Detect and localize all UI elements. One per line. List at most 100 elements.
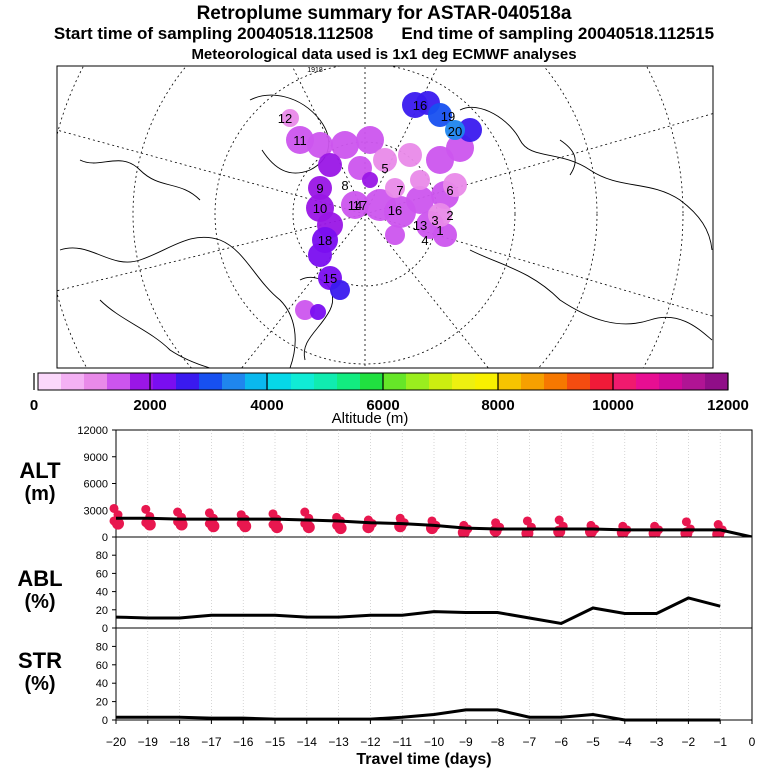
end-time-label: End time of sampling 20040518.112515 — [401, 24, 715, 43]
plume-label: 1 — [436, 223, 443, 238]
plume-label: 13 — [413, 218, 427, 233]
met-data-label: Meteorological data used is 1x1 deg ECMW… — [191, 46, 577, 63]
x-tick-label: −6 — [554, 735, 568, 749]
altitude-point — [112, 517, 124, 530]
chart-title: Retroplume summary for ASTAR-040518a — [196, 3, 572, 24]
colorbar-swatch — [567, 373, 591, 390]
colorbar-swatch — [475, 373, 499, 390]
x-tick-label: −19 — [138, 735, 159, 749]
plume-cluster — [373, 148, 397, 172]
y-tick-label: 60 — [96, 568, 108, 580]
colorbar-swatch — [130, 373, 154, 390]
colorbar-swatch — [383, 373, 407, 390]
plume-cluster — [281, 109, 299, 127]
x-tick-label: −14 — [297, 735, 318, 749]
panel-title-str: STR — [18, 648, 62, 673]
plume-label: 6 — [446, 183, 453, 198]
colorbar-tick-label: 6000 — [366, 397, 399, 414]
y-tick-label: 12000 — [77, 425, 108, 437]
plume-cluster — [410, 170, 430, 190]
panel-unit-alt: (m) — [24, 483, 55, 505]
sampling-times: Start time of sampling 20040518.112508 En… — [0, 24, 768, 44]
panel-title-alt: ALT — [19, 458, 61, 483]
plume-label: 16 — [388, 203, 402, 218]
plume-cluster — [398, 143, 422, 167]
x-tick-label: −8 — [491, 735, 505, 749]
colorbar-swatch — [245, 373, 269, 390]
plume-cluster — [428, 103, 452, 127]
plume-label: 5 — [381, 161, 388, 176]
x-tick-label: −20 — [106, 735, 127, 749]
colorbar-tick-label: 8000 — [481, 397, 514, 414]
panel-unit-str: (%) — [24, 673, 55, 695]
y-tick-label: 6000 — [84, 479, 108, 491]
plume-clusters — [281, 91, 482, 320]
plume-cluster — [433, 223, 457, 247]
plume-label: 15 — [323, 271, 337, 286]
series-line-alt — [116, 516, 753, 539]
y-tick-label: 9000 — [84, 452, 108, 464]
plume-label: 10 — [313, 201, 327, 216]
x-tick-label: −9 — [459, 735, 473, 749]
colorbar-swatch — [222, 373, 246, 390]
colorbar-swatch — [268, 373, 292, 390]
x-tick-label: −11 — [392, 735, 412, 749]
plume-cluster — [362, 172, 378, 188]
map-graticule — [57, 66, 713, 368]
plume-cluster — [458, 118, 482, 142]
altitude-point — [175, 518, 188, 531]
x-tick-label: −18 — [169, 735, 190, 749]
y-tick-label: 80 — [96, 641, 108, 653]
altitude-point — [681, 517, 691, 527]
x-tick-label: −17 — [201, 735, 222, 749]
plume-label: 9 — [316, 181, 323, 196]
x-tick-label: −3 — [650, 735, 664, 749]
plume-cluster — [385, 225, 405, 245]
colorbar-swatch — [38, 373, 62, 390]
y-tick-label: 40 — [96, 587, 108, 599]
x-tick-label: 0 — [749, 735, 756, 749]
plume-cluster — [356, 126, 384, 154]
time-series-panels: 120009000600030000ALT(m)806040200ABL(%)8… — [17, 425, 755, 768]
plume-cluster — [310, 304, 326, 320]
colorbar-swatch — [705, 373, 729, 390]
plume-cluster — [295, 300, 315, 320]
colorbar-swatch — [360, 373, 384, 390]
plume-cluster — [385, 178, 405, 198]
colorbar-swatch — [107, 373, 131, 390]
plume-label: 16 — [413, 98, 427, 113]
series-line-abl — [115, 596, 721, 626]
y-tick-label: 0 — [102, 623, 108, 635]
plume-label: 12 — [278, 111, 292, 126]
colorbar-swatch — [176, 373, 200, 390]
x-tick-label: −15 — [265, 735, 286, 749]
panel-unit-abl: (%) — [24, 591, 55, 613]
y-tick-label: 3000 — [84, 505, 108, 517]
colorbar-tick-label: 10000 — [592, 397, 634, 414]
map-corner-label: 1918 — [307, 67, 323, 74]
colorbar-swatch — [153, 373, 177, 390]
colorbar-swatch — [314, 373, 338, 390]
plume-cluster — [308, 243, 332, 267]
x-tick-label: −13 — [328, 735, 349, 749]
colorbar-swatch — [84, 373, 108, 390]
plume-cluster — [307, 132, 333, 158]
colorbar-tick-label: 2000 — [133, 397, 166, 414]
x-axis-label: Travel time (days) — [356, 751, 491, 768]
colorbar-swatch — [521, 373, 545, 390]
altitude-point — [143, 518, 156, 531]
altitude-point — [585, 525, 597, 538]
colorbar-swatch — [199, 373, 223, 390]
plume-label: 18 — [318, 233, 332, 248]
plume-cluster — [330, 280, 350, 300]
x-tick-label: −10 — [424, 735, 445, 749]
plume-cluster — [406, 186, 434, 214]
colorbar-tick-label: 4000 — [250, 397, 283, 414]
y-tick-label: 20 — [96, 697, 108, 709]
altitude-point — [239, 520, 252, 533]
colorbar-tick-label: 0 — [30, 397, 38, 414]
series-line-str — [116, 708, 721, 722]
y-tick-label: 80 — [96, 550, 108, 562]
plume-cluster — [308, 176, 332, 200]
y-tick-label: 60 — [96, 660, 108, 672]
